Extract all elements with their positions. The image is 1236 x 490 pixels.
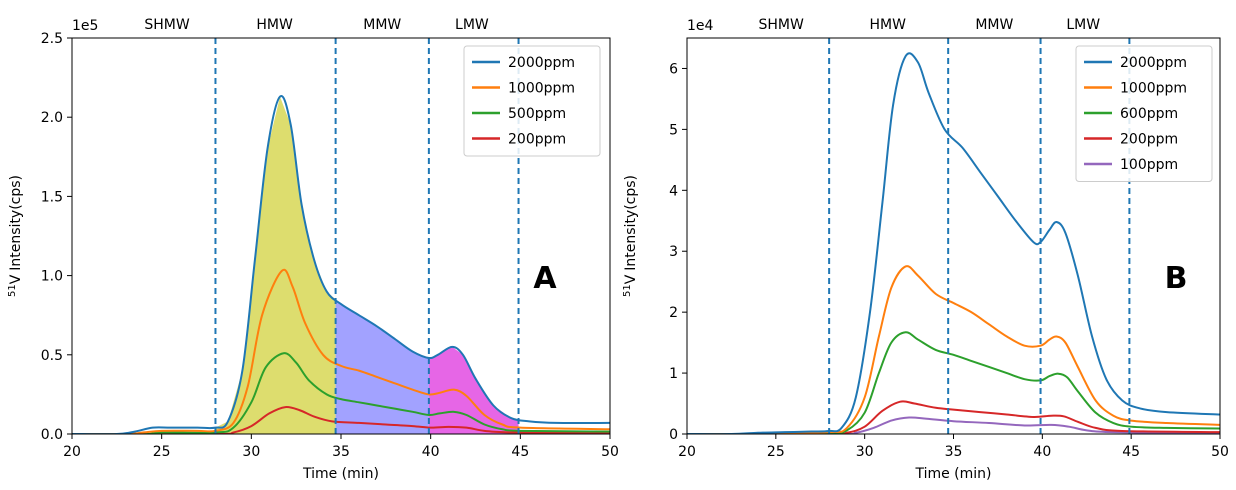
- panel-a-xtick-label: 50: [601, 444, 619, 460]
- panel-a-offset-label: 1e5: [72, 18, 98, 34]
- panel-a-xlabel: Time (min): [302, 466, 379, 482]
- panel-b-legend-label-100ppm: 100ppm: [1120, 157, 1178, 173]
- panel-a-series-500ppm: [72, 352, 610, 434]
- panel-b-ylabel-text: Intensity(cps): [623, 175, 639, 271]
- panel-a-legend-label-1000ppm: 1000ppm: [508, 81, 575, 97]
- panel-b-ytick-label: 6: [669, 61, 678, 77]
- panel-a-ytick-label: 1.5: [41, 189, 63, 205]
- panel-b-legend-label-600ppm: 600ppm: [1120, 106, 1178, 122]
- panel-a-ytick-label: 0.0: [41, 427, 63, 443]
- panel-a-legend-label-500ppm: 500ppm: [508, 106, 566, 122]
- panel-a-region-mmw: MMW: [363, 17, 401, 33]
- panel-a-series-200ppm: [72, 405, 610, 434]
- panel-a-ylabel: 51V Intensity(cps): [7, 175, 24, 297]
- panel-a-region-lmw: LMW: [455, 17, 489, 33]
- panel-a-ytick-label: 1.0: [41, 269, 63, 285]
- panel-b-region-lmw: LMW: [1066, 17, 1100, 33]
- panel-a-legend: [463, 45, 601, 157]
- panel-a: 20 25 30 35 40 45 50 0.0 0.5 1.0 1.5 2.0 2.5 1e5 SHMW H…: [7, 17, 619, 482]
- panel-b-xtick-label: 50: [1211, 444, 1229, 460]
- panel-b-ylabel: 51V Intensity(cps): [622, 175, 639, 297]
- panel-b-legend: [1075, 45, 1213, 182]
- panel-b-region-hmw: HMW: [870, 17, 907, 33]
- panel-b-ytick-label: 5: [669, 122, 678, 138]
- panel-a-ylabel-sup: 51: [7, 284, 18, 297]
- panel-b-xtick-label: 45: [1122, 444, 1140, 460]
- panel-a-xtick-label: 35: [332, 444, 350, 460]
- panel-b-ytick-label: 3: [669, 244, 678, 260]
- panel-b-xlabel: Time (min): [914, 466, 991, 482]
- panel-a-legend-label-2000ppm: 2000ppm: [508, 55, 575, 71]
- panel-b-plot-area: [687, 52, 1220, 434]
- panel-b-series-200ppm: [687, 400, 1220, 434]
- panel-b-series-600ppm: [687, 331, 1220, 434]
- panel-a-xtick-label: 45: [511, 444, 529, 460]
- panel-b-xtick-label: 35: [945, 444, 963, 460]
- panel-b-ytick-label: 1: [669, 366, 678, 382]
- panel-a-series-1000ppm: [72, 268, 610, 434]
- panel-b-offset-label: 1e4: [687, 18, 714, 34]
- panel-b-series-1000ppm: [687, 265, 1220, 434]
- panel-a-legend-label-200ppm: 200ppm: [508, 132, 566, 148]
- panel-b-ytick-label: 2: [669, 305, 678, 321]
- panel-a-fill-region-3: [428, 346, 519, 434]
- panel-a-xtick-label: 25: [153, 444, 171, 460]
- panel-b-xtick-label: 20: [678, 444, 696, 460]
- panel-a-fill-region-2: [335, 299, 429, 434]
- panel-b-ylabel-elem: V: [623, 274, 639, 284]
- panel-b-ytick-label: 4: [669, 183, 678, 199]
- panel-b-panel-letter: B: [1165, 261, 1188, 296]
- panel-a-xtick-label: 40: [422, 444, 440, 460]
- panel-b-legend-label-200ppm: 200ppm: [1120, 132, 1178, 148]
- panel-b-xtick-label: 25: [767, 444, 785, 460]
- panel-b-legend-label-2000ppm: 2000ppm: [1120, 55, 1187, 71]
- panel-a-series-2000ppm: [72, 94, 610, 434]
- panel-b-ylabel-sup: 51: [622, 284, 633, 297]
- panel-a-region-shmw: SHMW: [144, 17, 189, 33]
- panel-a-ytick-label: 2.0: [41, 110, 63, 126]
- panel-b-region-shmw: SHMW: [758, 17, 803, 33]
- panel-a-ytick-label: 2.5: [41, 31, 63, 47]
- panel-a-ytick-label: 0.5: [41, 348, 63, 364]
- panel-a-panel-letter: A: [533, 261, 557, 296]
- panel-a-xtick-label: 30: [242, 444, 260, 460]
- panel-b-region-mmw: MMW: [975, 17, 1013, 33]
- panel-b-xtick-label: 40: [1033, 444, 1051, 460]
- panel-b-xtick-label: 30: [856, 444, 874, 460]
- panel-a-region-hmw: HMW: [256, 17, 293, 33]
- panel-a-fill-region-1: [215, 96, 336, 434]
- panel-a-xtick-label: 20: [63, 444, 81, 460]
- panel-a-ylabel-text: Intensity(cps): [8, 175, 24, 271]
- panel-b-series-100ppm: [687, 416, 1220, 434]
- panel-a-ylabel-elem: V: [8, 274, 24, 284]
- panel-b-ytick-label: 0: [669, 427, 678, 443]
- panel-b-legend-label-1000ppm: 1000ppm: [1120, 81, 1187, 97]
- panel-a-plot-area: [72, 94, 610, 434]
